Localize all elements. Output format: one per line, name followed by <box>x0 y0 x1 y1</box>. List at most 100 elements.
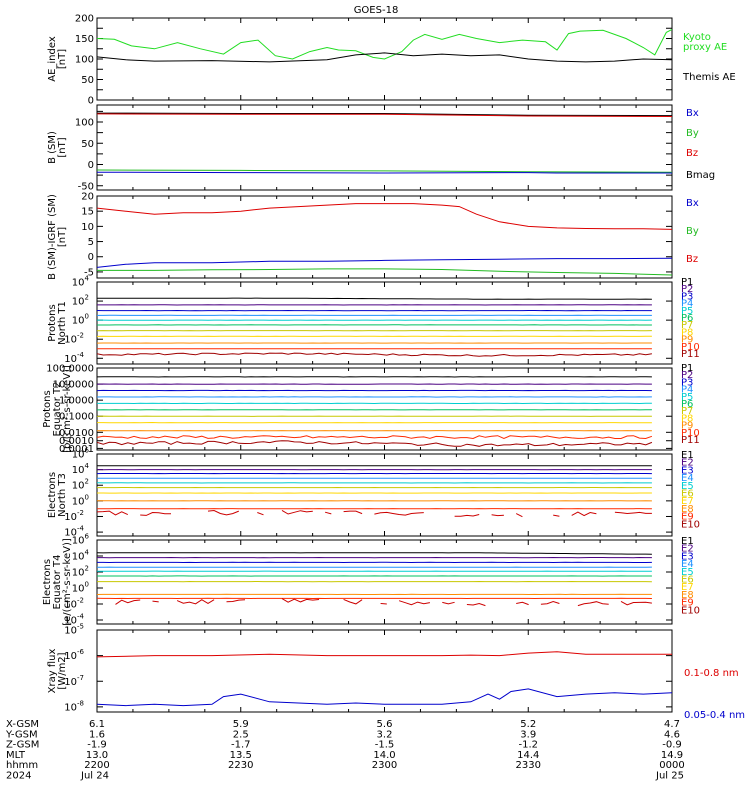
y-tick-label: 15 <box>81 207 94 218</box>
legend-entry: E1 <box>681 536 694 547</box>
series-bz <box>97 203 672 230</box>
legend-entry: P6 <box>681 313 693 324</box>
panel-2: -50 0 50 100 B (SM) [nT] Bx By Bz Bmag <box>47 104 715 192</box>
legend-entry: Bmag <box>686 170 715 181</box>
legend-entry: Bx <box>686 108 699 119</box>
legend-entry: E6 <box>681 575 694 586</box>
legend-entry: P1 <box>681 277 693 288</box>
x-axis-tick-value: -1.9 <box>87 740 107 751</box>
series-e10 <box>516 601 529 606</box>
y-axis-label: Xray flux <box>47 649 58 694</box>
panel-frame <box>96 281 673 365</box>
series-e10 <box>257 512 264 516</box>
panel-7: 10-4 10-2 100 102 104 106 Electrons Equator T4[… <box>42 533 700 627</box>
series-group <box>97 651 672 707</box>
legend-entry: P5 <box>681 306 693 317</box>
y-tick-label: 104 <box>72 462 90 476</box>
legend-entry: P9 <box>681 335 693 346</box>
y-axis-label: North T1 <box>57 301 68 345</box>
panel-frame <box>96 453 673 537</box>
x-axis-tick-value: Jul 24 <box>80 771 109 782</box>
legend-entry: P4 <box>681 299 693 310</box>
series-p11 <box>97 440 653 447</box>
y-tick-label: 0 <box>88 252 94 263</box>
series-group <box>97 112 672 174</box>
legend-entry: P11 <box>681 349 700 360</box>
y-axis-label: [nT] <box>57 49 68 69</box>
series-group <box>97 376 653 447</box>
y-tick-label: 102 <box>72 294 89 308</box>
panel-4: 10-4 10-2 100 102 104 Protons North T1 P1P2P3P4… <box>47 275 700 365</box>
legend-entry: E4 <box>681 473 694 484</box>
y-tick-label: 104 <box>72 549 90 563</box>
x-axis-tick-value: Jul 25 <box>655 771 684 782</box>
series-e10 <box>515 513 523 518</box>
y-axis-label: AE_index <box>47 36 58 82</box>
y-tick-label: 100 <box>72 493 89 507</box>
series-themis-ae <box>97 52 672 63</box>
y-tick-label: 0.0010 <box>59 436 94 447</box>
series-e10 <box>115 599 141 605</box>
x-axis-row-label: 2024 <box>6 771 31 782</box>
y-tick-label: 10-2 <box>64 332 84 346</box>
y-tick-label: 10-4 <box>64 351 84 365</box>
series-e10 <box>398 600 430 606</box>
legend-entry: P10 <box>681 342 700 353</box>
y-tick-label: 0 <box>88 96 94 107</box>
series-bx <box>97 257 672 268</box>
y-axis-label: Equator T4 <box>52 555 63 610</box>
x-axis-tick-value: 2330 <box>516 760 541 771</box>
x-axis-tick-value: -0.9 <box>662 740 682 751</box>
panel-8: 10-8 10-7 10-6 10-5 Xray flux [W/m2] 0.1-0.8 n… <box>47 623 745 722</box>
x-axis-tick-value: 1.6 <box>89 729 105 740</box>
legend-entry: E8 <box>681 504 694 515</box>
y-tick-label: 102 <box>72 478 89 492</box>
y-tick-label: 50 <box>81 139 94 150</box>
series-e10 <box>620 600 652 606</box>
series-e10 <box>374 511 424 516</box>
x-axis-tick-value: 5.6 <box>377 719 393 730</box>
series-e10 <box>454 514 480 517</box>
series-e10 <box>491 514 504 517</box>
y-tick-label: 104 <box>72 275 90 289</box>
y-axis-label: [nT] <box>57 227 68 247</box>
y-tick-label: 10-7 <box>64 674 84 688</box>
panel-frame <box>96 104 673 191</box>
x-axis-row-label: MLT <box>6 750 26 761</box>
legend-entry: E8 <box>681 590 694 601</box>
legend-entry: E10 <box>681 605 700 616</box>
legend-entry: P5 <box>681 392 693 403</box>
legend-entry: Bz <box>686 254 698 265</box>
legend-entry: E5 <box>681 481 694 492</box>
y-axis-label: North T3 <box>57 473 68 517</box>
x-axis-tick-value: 5.9 <box>233 719 249 730</box>
legend-entry: P4 <box>681 385 693 396</box>
panel-frame <box>96 195 673 279</box>
series-e10 <box>281 509 313 515</box>
x-axis-row-label: X-GSM <box>6 719 39 730</box>
y-tick-label: 10.0000 <box>53 380 94 391</box>
legend-entry: E2 <box>681 544 694 555</box>
y-tick-label: 100 <box>75 118 94 129</box>
y-tick-label: 100 <box>75 55 94 66</box>
x-axis-tick-value: 2.5 <box>233 729 249 740</box>
legend-entry: 0.1-0.8 nm <box>684 668 739 679</box>
legend-entry: P6 <box>681 399 693 410</box>
x-axis-tick-value: 4.7 <box>664 719 680 730</box>
series-e1 <box>97 552 652 555</box>
series-e10 <box>324 511 332 515</box>
series-bmag <box>97 112 672 117</box>
y-tick-label: 10-4 <box>64 613 84 627</box>
series-group <box>97 29 672 63</box>
y-tick-label: 10-5 <box>64 623 84 637</box>
series-by <box>97 268 672 276</box>
series-e10 <box>281 598 320 603</box>
legend-entry: P8 <box>681 413 693 424</box>
x-axis-tick-value: 14.9 <box>661 750 683 761</box>
y-axis-label: [p/(cm²-s-sr-keV)] <box>62 365 73 453</box>
y-tick-label: 102 <box>72 565 89 579</box>
legend-entry: E9 <box>681 598 694 609</box>
